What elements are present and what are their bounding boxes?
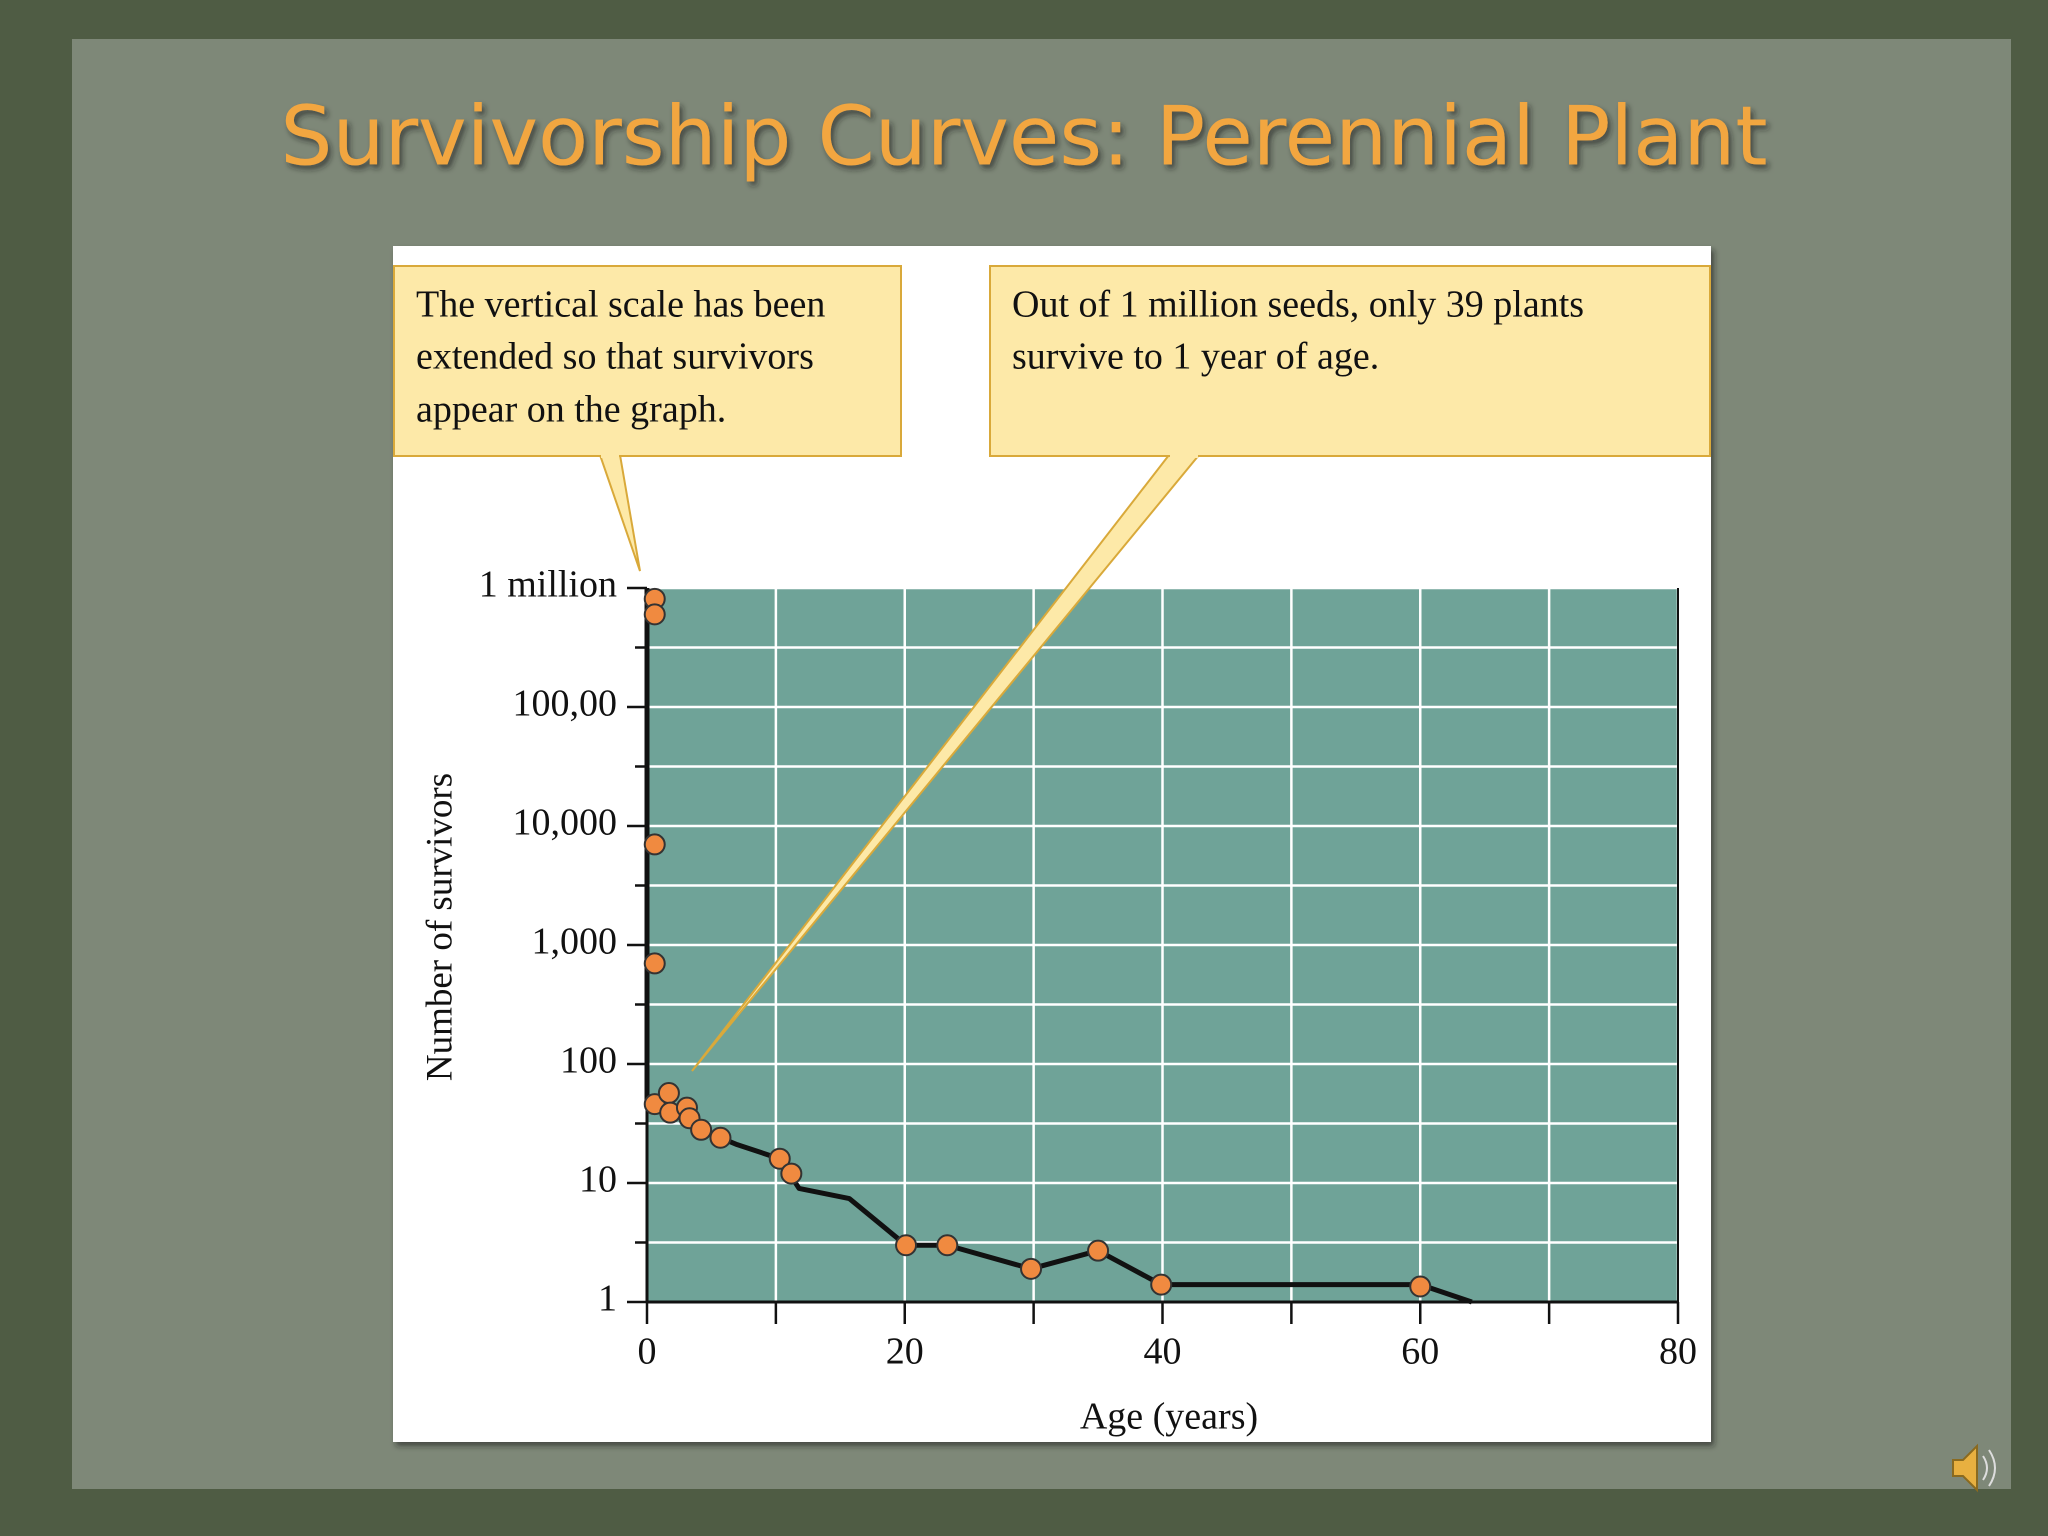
data-point <box>643 833 666 856</box>
callout-text: The vertical scale has been <box>416 284 825 326</box>
x-tick-label: 0 <box>638 1331 657 1373</box>
y-tick-label: 1,000 <box>532 921 618 963</box>
data-point <box>643 952 666 975</box>
callout-box <box>393 265 902 457</box>
speaker-icon <box>1952 1443 1996 1493</box>
callout-box <box>989 265 1711 457</box>
x-tick-label: 60 <box>1401 1331 1439 1373</box>
data-point <box>690 1118 713 1141</box>
data-point <box>1409 1275 1432 1298</box>
x-tick-label: 20 <box>886 1331 924 1373</box>
plot: 1 10 100 1,000 10,000 100,00 1 million 0 20 40 60 8… <box>479 564 1697 1373</box>
callout-1: The vertical scale has been extended so … <box>393 265 902 572</box>
slide-title: Survivorship Curves: Perennial Plant <box>280 89 1767 184</box>
data-point <box>657 1082 680 1105</box>
y-tick-label: 1 million <box>479 564 617 606</box>
data-point <box>936 1234 959 1257</box>
data-point <box>643 603 666 626</box>
x-tick-label: 40 <box>1144 1331 1182 1373</box>
y-tick-label: 1 <box>598 1278 617 1320</box>
callout-joint <box>601 452 619 458</box>
callout-text: survive to 1 year of age. <box>1012 336 1379 378</box>
y-tick-label: 100,00 <box>513 683 618 725</box>
y-axis-label: Number of survivors <box>419 773 460 1081</box>
callout-text: Out of 1 million seeds, only 39 plants <box>1012 284 1584 326</box>
data-point <box>780 1162 803 1185</box>
x-axis-label: Age (years) <box>1080 1396 1258 1438</box>
callout-text: extended so that survivors <box>416 336 814 378</box>
data-point <box>1020 1257 1043 1280</box>
y-tick-label: 100 <box>560 1040 617 1082</box>
data-point <box>1087 1239 1110 1262</box>
x-tick-label: 80 <box>1659 1331 1697 1373</box>
y-tick-label: 10,000 <box>513 802 618 844</box>
callout-2: Out of 1 million seeds, only 39 plants s… <box>691 265 1711 1072</box>
data-point <box>895 1234 918 1257</box>
y-tick-label: 10 <box>579 1159 617 1201</box>
data-point <box>709 1126 732 1149</box>
data-point <box>768 1147 791 1170</box>
callout-joint <box>1170 452 1198 458</box>
callout-text: appear on the graph. <box>416 389 726 431</box>
data-point <box>1150 1273 1173 1296</box>
